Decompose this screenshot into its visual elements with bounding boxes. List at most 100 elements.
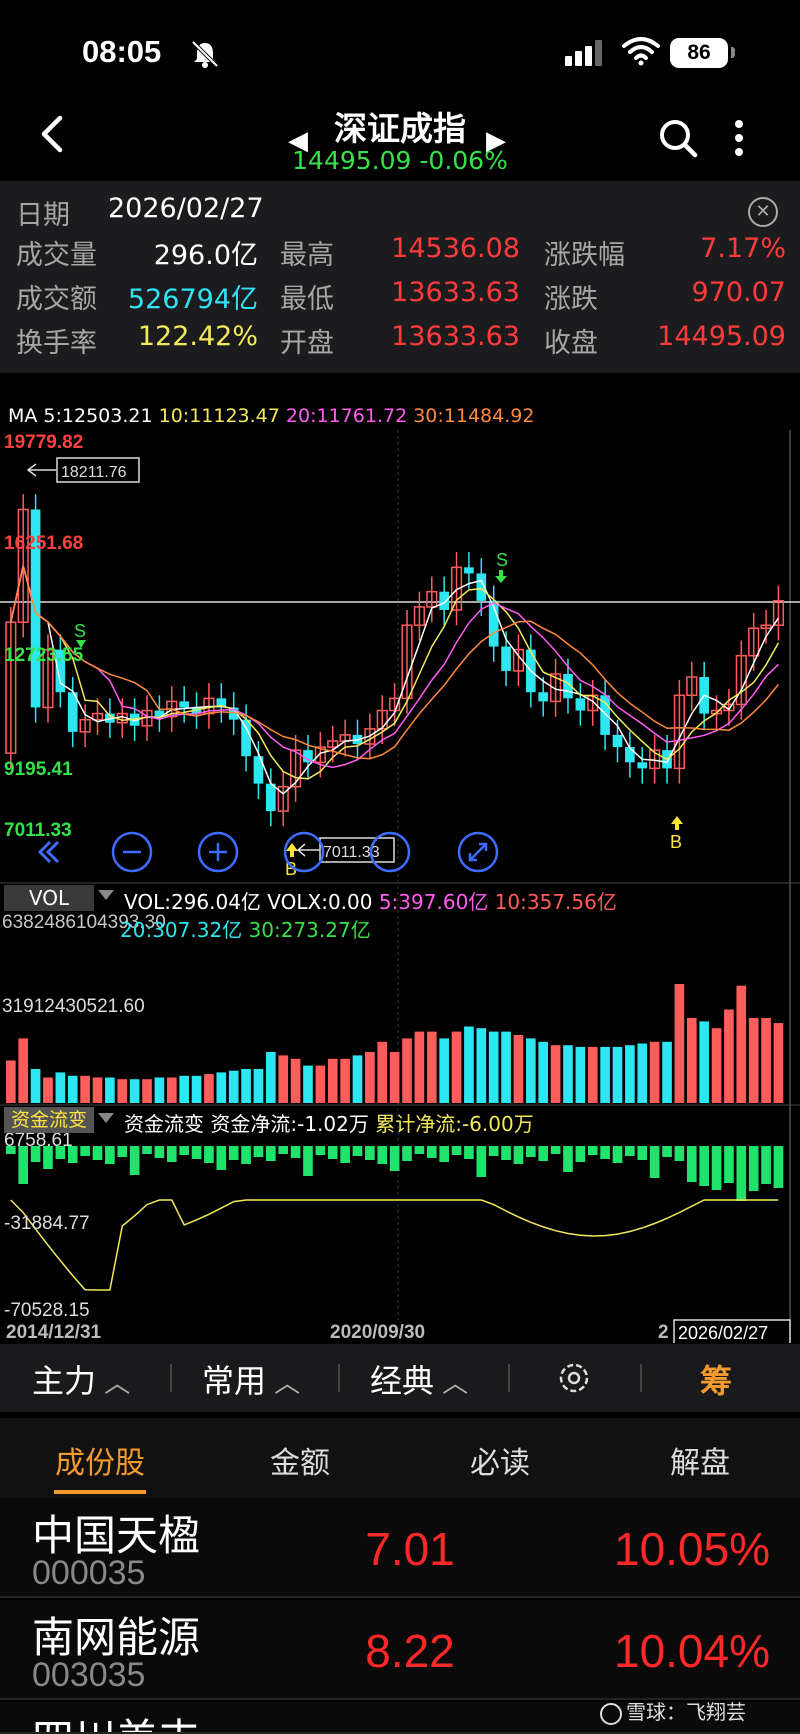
next-index-arrow-icon[interactable]: ▶ — [486, 126, 506, 156]
date-row: 日期 2026/02/27 — [0, 193, 800, 233]
scroll-end-icon[interactable] — [369, 831, 411, 873]
watermark-text: 雪球：飞翔芸 — [626, 1700, 746, 1724]
fund-flow-bar — [451, 1146, 462, 1155]
detail-tabs: 成份股 金额 必读 解盘 — [0, 1418, 800, 1498]
candle-up — [17, 508, 29, 623]
x-axis-end-prefix: 2 — [658, 1322, 669, 1343]
stock-code: 000035 — [32, 1554, 146, 1592]
candle-down — [67, 692, 78, 732]
fund-flow-bar — [575, 1146, 586, 1162]
fund-flow-bar — [600, 1146, 610, 1159]
vol-dropdown-icon[interactable] — [98, 890, 114, 900]
zoom-out-icon[interactable] — [111, 831, 153, 873]
sell-marker-text: S — [496, 550, 508, 570]
candle-down — [563, 673, 573, 699]
fund-flow-bar — [18, 1146, 29, 1184]
fund-flow-bar — [414, 1146, 425, 1154]
fund-axis-bottom: -70528.15 — [4, 1300, 90, 1321]
fund-flow-bar — [587, 1146, 598, 1155]
ma5-value: MA 5:12503.21 — [8, 405, 153, 427]
stock-row[interactable]: 中国天楹 000035 7.01 10.05% — [0, 1498, 800, 1598]
volume-bar — [761, 1018, 771, 1103]
vol-indicator-tag[interactable]: VOL — [4, 885, 94, 911]
tab-constituents[interactable]: 成份股 — [55, 1446, 145, 1481]
tab-analysis[interactable]: 解盘 — [670, 1446, 730, 1481]
zoom-in-icon[interactable] — [197, 831, 239, 873]
candle-down — [55, 649, 66, 693]
low-callout: 7011.33 — [296, 837, 395, 863]
more-vertical-icon[interactable] — [733, 118, 745, 158]
toolbar-chips-button[interactable]: 筹 — [700, 1362, 733, 1400]
fund-flow-bar — [105, 1146, 115, 1164]
stock-code: 003035 — [32, 1656, 146, 1694]
volume-bar — [278, 1055, 289, 1103]
scroll-right-icon[interactable] — [283, 831, 325, 873]
watermark: 雪球：飞翔芸 — [600, 1696, 746, 1725]
info-row: 成交额 526794亿 最低 13633.63 涨跌 970.07 — [0, 277, 800, 317]
fund-flow-bar — [761, 1146, 771, 1184]
tab-must-read[interactable]: 必读 — [470, 1446, 530, 1481]
kline-chart[interactable]: 19779.82 16251.68 12723.55 9195.41 7011.… — [0, 378, 800, 1343]
gear-icon[interactable] — [556, 1360, 592, 1396]
fund-title: 资金流变 — [124, 1112, 204, 1136]
scroll-left-icon[interactable] — [37, 840, 60, 864]
candle-up — [42, 648, 54, 709]
stock-row[interactable]: 南网能源 003035 8.22 10.04% — [0, 1600, 800, 1700]
volume-bar — [340, 1058, 350, 1103]
chevron-left-icon[interactable] — [38, 114, 68, 154]
candle-down — [303, 750, 313, 763]
info-label: 换手率 — [16, 328, 97, 359]
battery-indicator: 86 — [670, 38, 728, 68]
info-value: 122.42% — [137, 321, 258, 352]
volume-bar — [216, 1072, 227, 1103]
candle-up — [450, 566, 463, 611]
close-icon[interactable]: ✕ — [748, 197, 778, 227]
fund-flow-bar — [92, 1146, 103, 1160]
toolbar-common-button[interactable]: 常用 ︿ — [202, 1362, 301, 1400]
toolbar-classic-button[interactable]: 经典 ︿ — [370, 1362, 469, 1400]
fund-flow-bar — [773, 1146, 784, 1188]
info-label: 最低 — [280, 284, 334, 315]
volume-bar — [142, 1079, 152, 1103]
toolbar-divider — [170, 1364, 172, 1392]
info-value: 14536.08 — [391, 233, 520, 264]
volume-bar — [600, 1046, 610, 1103]
stock-row[interactable]: 四川美丰 — [0, 1702, 800, 1734]
candle-down — [266, 783, 276, 812]
tab-amount[interactable]: 金额 — [270, 1446, 330, 1481]
xueqiu-logo-icon — [600, 1702, 622, 1725]
toolbar-main-button[interactable]: 主力 ︿ — [32, 1362, 131, 1400]
candle-down — [30, 509, 41, 708]
fund-dropdown-icon[interactable] — [98, 1113, 114, 1123]
fund-flow-bar — [625, 1146, 635, 1156]
vol-ma5: 5:397.60亿 — [378, 890, 489, 914]
fund-flow-bar — [142, 1146, 152, 1154]
fund-flow-bar — [216, 1146, 227, 1170]
fund-flow-bar — [67, 1146, 78, 1163]
info-value: 526794亿 — [127, 284, 258, 315]
fund-flow-bar — [278, 1146, 289, 1154]
volume-bar — [67, 1075, 78, 1103]
search-icon[interactable] — [658, 118, 698, 158]
candle-down — [575, 698, 586, 711]
volume-bar — [699, 1021, 709, 1103]
fund-flow-bar — [315, 1146, 326, 1155]
fund-flow-bar — [228, 1146, 239, 1160]
buy-marker-2: B — [670, 816, 683, 852]
fund-flow-bar — [154, 1146, 165, 1158]
fund-flow-bar — [303, 1146, 313, 1176]
candle-down — [600, 695, 610, 735]
indicator-toolbar: 主力 ︿ 常用 ︿ 经典 ︿ 筹 — [0, 1344, 800, 1412]
info-row: 换手率 122.42% 开盘 13633.63 收盘 14495.09 — [0, 321, 800, 361]
volume-bar — [327, 1058, 338, 1103]
info-value: 296.0亿 — [153, 240, 258, 271]
fund-indicator-tag[interactable]: 资金流变 — [4, 1107, 94, 1133]
volume-bar — [426, 1031, 437, 1103]
fund-flow-bar — [724, 1146, 734, 1183]
prev-index-arrow-icon[interactable]: ◀ — [288, 126, 308, 156]
status-bar: 08:05 86 — [0, 0, 800, 108]
volume-bar — [377, 1041, 388, 1103]
volume-bar — [228, 1070, 239, 1103]
info-label: 涨跌 — [544, 284, 598, 315]
fullscreen-icon[interactable] — [457, 831, 499, 873]
